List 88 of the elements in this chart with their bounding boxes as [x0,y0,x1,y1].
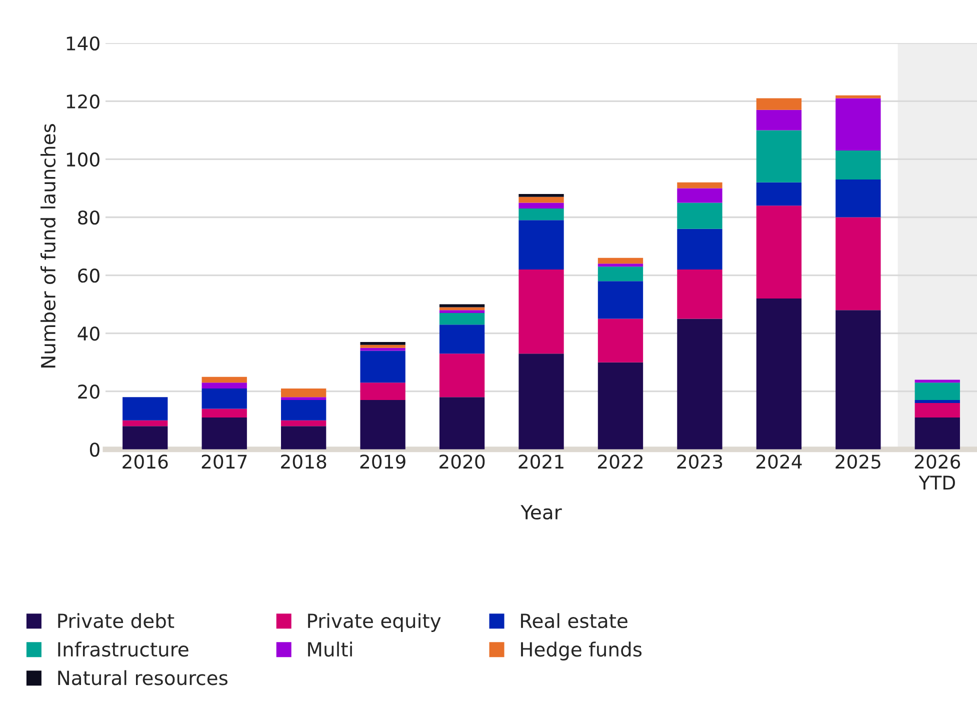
legend-label: Private equity [308,613,441,632]
x-tick-label: 2021 [518,454,564,469]
bar [518,202,564,209]
bar [677,188,722,203]
bar [281,388,326,398]
y-axis-title: Number of fund launches [40,124,56,368]
x-tick-label: 2016 [122,454,168,469]
x-tick-label: 2019 [360,454,406,469]
y-tick-label: 40 [78,326,100,341]
x-tick-label: 2023 [677,454,722,469]
bar [281,426,326,450]
bar [598,281,644,319]
bar [518,269,564,354]
bar [439,354,485,398]
bar [756,298,802,450]
bar [756,98,802,110]
x-tick-label: 2020 [440,454,485,469]
bar [518,220,564,270]
legend-label: Real estate [521,613,628,628]
bar [756,130,802,182]
bar [281,400,326,420]
y-tick-label: 0 [90,442,100,457]
x-axis-title: Year [520,505,562,520]
bar [598,266,644,282]
x-tick-label: 2022 [598,454,642,469]
bar [914,382,960,400]
bar [756,110,802,130]
y-tick-label: 120 [66,94,100,109]
bar [756,182,802,206]
bar [360,342,406,345]
bar [914,380,960,383]
bar [439,312,485,325]
bar [677,228,722,270]
bar [677,269,722,319]
x-tick-label: 2025 [836,454,880,469]
y-tick-label: 80 [78,210,100,225]
bar [122,420,168,426]
bar [202,417,247,450]
bar [360,350,406,383]
legend-label: Multi [308,642,352,657]
legend-label: Hedge funds [521,642,642,660]
x-tick-label: 2024 [756,454,802,469]
legend-label: Natural resources [58,670,228,686]
bar [518,196,564,203]
y-tick-label: 60 [78,268,100,283]
y-tick-label: 20 [78,384,100,399]
y-tick-label: 100 [66,152,100,167]
bar [360,344,406,348]
bar [677,182,722,188]
bar [202,382,247,388]
bar [281,420,326,426]
bar [439,310,485,313]
bar [281,397,326,400]
bar [122,426,168,450]
x-tick-label: 2026 YTD [914,454,960,490]
bar [914,417,960,450]
bar [677,318,722,450]
bar [598,362,644,450]
bar [756,206,802,298]
bar [360,382,406,400]
y-tick-label: 140 [66,36,100,51]
bar [836,150,881,180]
legend-label: Infrastructure [58,642,188,657]
bar [518,194,564,197]
bar [122,397,168,420]
bar [518,208,564,220]
bar [360,400,406,450]
bar [202,388,247,409]
bar [914,402,960,418]
bar [202,408,247,418]
x-tick-label: 2017 [202,454,247,469]
x-tick-label: 2018 [281,454,326,469]
bar [598,264,644,267]
bar [836,95,881,98]
legend-label: Private debt [58,613,174,628]
bar [439,324,485,354]
bar [836,180,881,218]
bar [439,307,485,310]
bar [518,354,564,450]
bar [836,310,881,450]
bar [914,400,960,403]
bar [836,217,881,310]
bar [598,258,644,264]
bar [202,376,247,383]
bar [598,318,644,362]
bar [439,397,485,450]
bar [677,202,722,229]
bar [836,98,881,150]
